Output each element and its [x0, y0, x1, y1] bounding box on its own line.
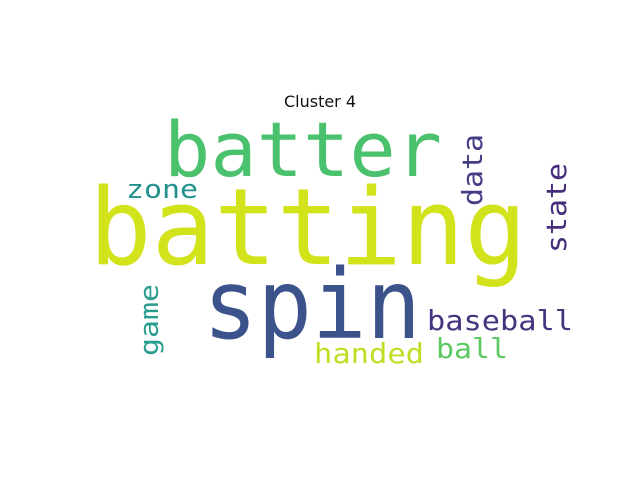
word-spin: spin [203, 249, 421, 361]
word-data: data [456, 134, 489, 206]
chart-title: Cluster 4 [283, 92, 357, 111]
word-batter: batter [164, 105, 442, 194]
word-ball: ball [436, 332, 508, 365]
word-handed: handed [314, 337, 424, 370]
word-game: game [135, 284, 165, 356]
word-batting: batting [89, 166, 527, 289]
word-baseball: baseball [427, 304, 573, 337]
word-zone: zone [126, 175, 198, 205]
word-state: state [540, 163, 573, 253]
